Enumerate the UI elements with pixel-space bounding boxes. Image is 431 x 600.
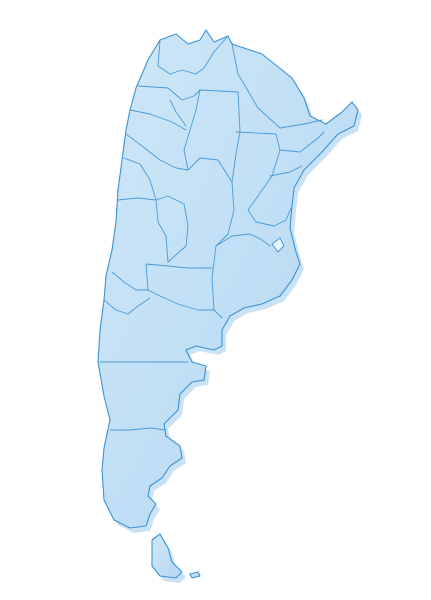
province-borders <box>99 35 325 431</box>
border-sanluis-west <box>155 199 169 263</box>
border-santafe-entrerios <box>247 149 293 227</box>
border-chubut-santacruz <box>109 427 167 431</box>
border-jujuy-salta <box>157 35 229 75</box>
border-sanjuan-mendoza <box>117 197 157 201</box>
border-lapampa-north <box>145 263 213 269</box>
border-formosa-chaco <box>279 119 323 129</box>
border-corrientes-misiones <box>279 131 325 153</box>
border-larioja <box>125 133 189 171</box>
border-buenosaires-north <box>215 233 271 247</box>
border-tucuman <box>169 99 187 127</box>
border-santiago-west <box>183 89 201 171</box>
border-salta-formosa <box>231 43 281 129</box>
border-neuquen-rionegro <box>103 297 151 315</box>
mainland-outline <box>97 29 359 529</box>
border-lapampa-west <box>145 263 215 311</box>
border-santiago-chaco <box>231 91 241 183</box>
border-sanluis <box>155 195 189 263</box>
mainland <box>97 29 359 529</box>
small-island <box>189 571 201 579</box>
tierra-del-fuego-island <box>151 533 183 579</box>
border-mendoza-neuquen <box>111 271 149 291</box>
lake-shape <box>271 237 285 253</box>
river-plate-detail <box>271 237 285 253</box>
border-catamarca <box>129 109 187 131</box>
border-buenosaires-west <box>211 245 223 319</box>
border-chaco-santafe <box>235 131 281 151</box>
tierra-del-fuego <box>151 533 201 583</box>
border-entrerios-corrientes <box>269 165 303 177</box>
border-cordoba <box>187 157 235 247</box>
border-salta-tucuman <box>137 85 239 101</box>
border-larioja-sanjuan <box>123 157 157 201</box>
